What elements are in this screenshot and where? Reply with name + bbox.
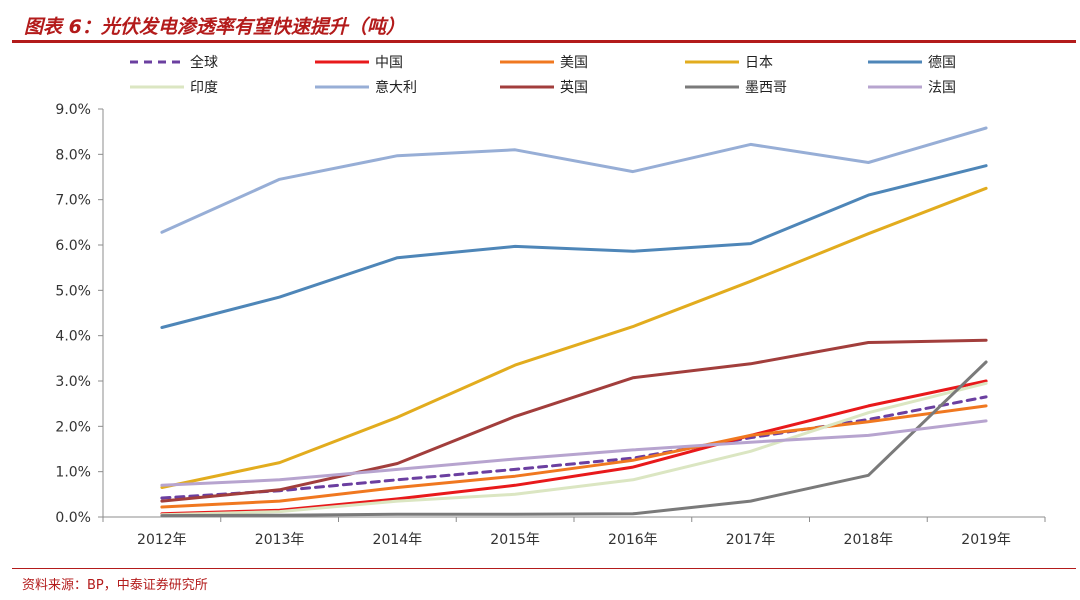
source-note: 资料来源：BP，中泰证券研究所 <box>22 578 208 593</box>
x-tick-label: 2012年 <box>137 532 187 548</box>
legend-label: 墨西哥 <box>745 80 787 96</box>
legend-label: 意大利 <box>375 79 417 96</box>
series-line-9 <box>160 419 988 487</box>
series-line-7 <box>160 338 988 503</box>
chart-series <box>160 126 988 518</box>
series-line-0 <box>160 395 988 500</box>
x-tick-label: 2018年 <box>844 532 894 548</box>
x-tick-label: 2015年 <box>490 532 540 548</box>
series-line-2 <box>160 404 988 509</box>
legend-item: 美国 <box>500 55 588 71</box>
legend-label: 全球 <box>190 54 218 71</box>
legend-item: 中国 <box>315 55 403 71</box>
legend-label: 英国 <box>560 79 588 96</box>
x-tick-label: 2019年 <box>961 532 1011 548</box>
legend-item: 全球 <box>130 54 218 71</box>
y-tick-label: 3.0% <box>55 374 91 390</box>
y-axis: 0.0% 1.0% 2.0% 3.0% 4.0% 5.0% 6.0% 7.0% 8.0% 9.0% <box>55 102 104 526</box>
legend-item: 墨西哥 <box>685 80 787 96</box>
x-axis: 2012年 2013年 2014年 2015年 2016年 2017年 2018年 2019年 <box>102 516 1046 548</box>
series-line-1 <box>160 379 988 516</box>
legend-label: 日本 <box>745 55 773 71</box>
series-line-3 <box>160 186 988 489</box>
legend-label: 美国 <box>560 55 588 71</box>
page-title: 图表 6：光伏发电渗透率有望快速提升（吨） <box>24 16 405 38</box>
legend-label: 印度 <box>190 80 218 96</box>
title-bar: 图表 6：光伏发电渗透率有望快速提升（吨） <box>12 8 1076 43</box>
y-tick-label: 1.0% <box>55 465 91 481</box>
legend-item: 印度 <box>130 80 218 96</box>
y-tick-label: 2.0% <box>55 419 91 435</box>
legend-label: 德国 <box>928 55 956 71</box>
legend-item: 意大利 <box>315 79 417 96</box>
x-tick-label: 2017年 <box>726 532 776 548</box>
legend-item: 德国 <box>868 55 956 71</box>
series-line-8 <box>160 360 988 518</box>
x-tick-label: 2013年 <box>255 532 305 548</box>
y-tick-label: 4.0% <box>55 329 91 345</box>
series-line-6 <box>160 126 988 234</box>
legend-label: 中国 <box>375 55 403 71</box>
y-tick-label: 0.0% <box>55 510 91 526</box>
y-tick-label: 6.0% <box>55 238 91 254</box>
series-line-4 <box>160 164 988 329</box>
x-tick-label: 2014年 <box>373 532 423 548</box>
y-tick-label: 7.0% <box>55 193 91 209</box>
footer-divider <box>12 568 1076 569</box>
legend-item: 日本 <box>685 55 773 71</box>
series-line-5 <box>160 381 988 517</box>
legend-item: 英国 <box>500 79 588 96</box>
x-tick-label: 2016年 <box>608 532 658 548</box>
legend-item: 法国 <box>868 80 956 96</box>
legend-label: 法国 <box>928 80 956 96</box>
y-tick-label: 5.0% <box>55 283 91 299</box>
y-tick-label: 8.0% <box>55 147 91 163</box>
y-tick-label: 9.0% <box>55 102 91 118</box>
